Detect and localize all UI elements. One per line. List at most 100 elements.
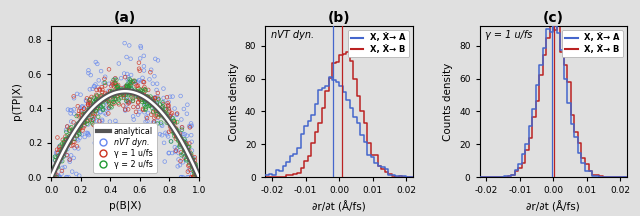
Point <box>125 78 135 81</box>
Point <box>72 134 82 138</box>
Point <box>189 165 200 169</box>
Point <box>120 93 131 96</box>
Point <box>93 99 104 103</box>
Point <box>58 145 68 148</box>
Point <box>126 95 136 98</box>
Point <box>141 102 151 106</box>
Point <box>142 95 152 98</box>
Point <box>109 22 120 26</box>
Point <box>152 119 163 123</box>
Point <box>60 151 70 155</box>
Point <box>53 174 63 178</box>
Point <box>139 127 149 131</box>
Point <box>140 98 150 102</box>
Point <box>111 87 121 91</box>
Point <box>51 173 61 176</box>
Point <box>89 101 99 104</box>
Point <box>119 92 129 96</box>
Point <box>74 174 84 177</box>
Point <box>76 124 86 127</box>
Point <box>135 165 145 169</box>
Point <box>186 125 196 128</box>
Point <box>76 113 86 117</box>
Point <box>91 93 101 97</box>
Point <box>63 138 73 141</box>
Point <box>78 126 88 130</box>
Point <box>129 79 140 83</box>
Point <box>188 164 198 167</box>
Point <box>171 127 181 130</box>
Point <box>176 143 186 146</box>
Point <box>97 119 108 123</box>
Point <box>108 100 118 104</box>
Point <box>125 83 135 86</box>
Point <box>114 92 124 95</box>
Point <box>91 110 101 113</box>
Point <box>104 82 114 86</box>
Point <box>178 132 188 136</box>
Point <box>173 138 183 142</box>
Point <box>190 161 200 165</box>
Point <box>134 61 144 64</box>
Point <box>90 124 100 128</box>
Point <box>59 140 69 143</box>
Point <box>79 121 89 124</box>
Point <box>102 94 113 97</box>
Point <box>52 160 63 163</box>
Point <box>177 141 187 144</box>
Point <box>97 105 107 109</box>
Point <box>159 160 170 163</box>
Point <box>168 95 178 98</box>
Point <box>147 103 157 106</box>
Point <box>92 95 102 98</box>
Point <box>60 138 70 141</box>
Point <box>102 94 113 97</box>
Point <box>64 129 74 132</box>
Point <box>148 110 158 113</box>
Point <box>110 77 120 80</box>
Point <box>101 113 111 116</box>
Point <box>104 106 115 110</box>
Point <box>165 125 175 129</box>
Point <box>122 85 132 89</box>
Point <box>108 102 118 106</box>
Point <box>60 141 70 144</box>
Point <box>174 145 184 148</box>
Point <box>61 130 72 134</box>
Point <box>170 133 180 137</box>
Point <box>119 89 129 93</box>
Point <box>100 136 110 140</box>
Point <box>119 72 129 75</box>
Point <box>72 127 82 130</box>
Point <box>51 162 61 165</box>
Point <box>172 112 182 115</box>
Point <box>186 122 196 125</box>
Point <box>80 112 90 116</box>
Point <box>184 161 195 165</box>
Point <box>75 136 85 139</box>
Point <box>120 41 130 45</box>
Point <box>125 93 136 96</box>
Point <box>95 102 105 106</box>
Point <box>97 88 108 91</box>
Point <box>111 85 122 89</box>
Point <box>184 145 195 149</box>
Point <box>74 114 84 118</box>
Point <box>136 98 146 102</box>
Point <box>112 89 122 92</box>
Point <box>57 150 67 153</box>
Legend: analytical, nVT dyn., γ = 1 u/fs, γ = 2 u/fs: analytical, nVT dyn., γ = 1 u/fs, γ = 2 … <box>93 123 157 173</box>
Point <box>51 165 61 169</box>
Point <box>78 120 88 123</box>
Point <box>79 113 89 116</box>
Point <box>74 128 84 132</box>
Point <box>131 92 141 95</box>
Point <box>50 167 60 170</box>
Point <box>112 94 122 98</box>
Point <box>64 135 74 138</box>
Point <box>189 172 199 175</box>
Point <box>56 156 67 160</box>
Point <box>83 69 93 72</box>
Point <box>85 103 95 106</box>
Point <box>95 101 105 105</box>
